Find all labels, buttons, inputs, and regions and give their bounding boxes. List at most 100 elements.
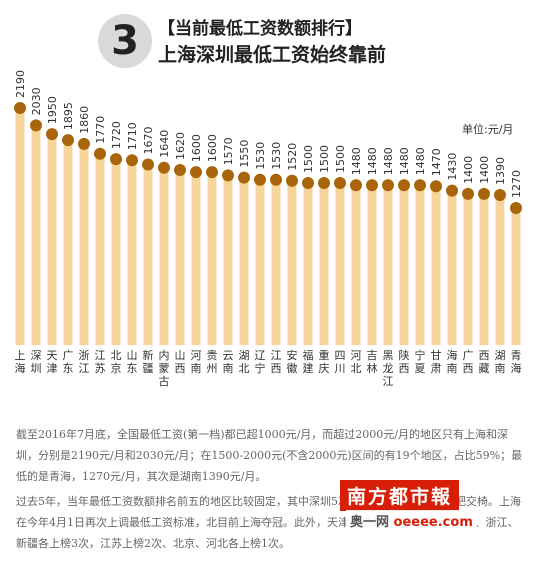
value-label-22: 1480 xyxy=(366,147,379,175)
bar-dot-5 xyxy=(94,147,106,160)
category-label-17: 安徽 xyxy=(287,348,298,375)
value-label-1: 2030 xyxy=(30,87,43,115)
category-label-30: 湖南 xyxy=(495,349,506,375)
bar-14 xyxy=(239,177,249,345)
category-label-7: 山东 xyxy=(127,349,138,375)
bar-dot-16 xyxy=(270,173,282,186)
category-label-6: 北京 xyxy=(111,349,122,375)
bar-dot-12 xyxy=(206,166,218,179)
value-label-12: 1600 xyxy=(206,134,219,162)
category-label-21: 河北 xyxy=(351,349,362,375)
lollipop-bar-chart: 2190 上海 2030 深圳 1950 天津 1895 广东 1860 浙江 1770 江苏 1720… xyxy=(14,70,523,388)
bar-17 xyxy=(287,180,297,345)
chart-subtitle: 【当前最低工资数额排行】 xyxy=(158,19,362,39)
bar-21 xyxy=(351,185,361,345)
value-label-9: 1640 xyxy=(158,130,171,158)
value-label-2: 1950 xyxy=(46,96,59,124)
bar-13 xyxy=(223,175,233,345)
category-label-23: 黑龙江 xyxy=(383,349,394,388)
value-label-26: 1470 xyxy=(430,148,443,176)
value-label-16: 1530 xyxy=(270,142,283,170)
bar-29 xyxy=(479,193,489,345)
bar-dot-23 xyxy=(382,179,394,192)
category-label-1: 深圳 xyxy=(31,349,42,375)
value-label-27: 1430 xyxy=(446,153,459,181)
value-label-8: 1670 xyxy=(142,127,155,155)
bar-8 xyxy=(143,164,153,345)
bar-dot-30 xyxy=(494,189,506,201)
bar-dot-22 xyxy=(366,179,378,192)
category-label-5: 江苏 xyxy=(95,349,106,375)
value-label-30: 1390 xyxy=(494,157,507,185)
category-label-24: 陕西 xyxy=(399,348,410,375)
category-label-4: 浙江 xyxy=(79,349,90,375)
bar-dot-0 xyxy=(14,102,26,114)
bar-7 xyxy=(127,160,137,345)
bar-dot-15 xyxy=(254,173,266,186)
chart-header: 3 【当前最低工资数额排行】 上海深圳最低工资始终靠前 xyxy=(0,0,540,70)
value-label-5: 1770 xyxy=(94,116,107,144)
bar-dot-3 xyxy=(62,134,74,147)
bar-dot-25 xyxy=(414,179,426,192)
category-label-3: 广东 xyxy=(63,349,74,375)
category-label-11: 河南 xyxy=(191,349,202,375)
category-label-9: 内蒙古 xyxy=(159,348,170,388)
bar-dot-10 xyxy=(174,164,186,176)
bar-dot-2 xyxy=(46,128,58,141)
category-label-26: 甘肃 xyxy=(431,349,442,375)
bar-1 xyxy=(31,125,41,346)
bar-20 xyxy=(335,183,345,345)
value-label-23: 1480 xyxy=(382,147,395,175)
value-label-4: 1860 xyxy=(78,106,91,134)
bar-dot-31 xyxy=(510,202,522,214)
watermark-domain: oeeee.com xyxy=(393,515,473,530)
section-number-badge: 3 xyxy=(98,14,152,68)
bar-dot-18 xyxy=(302,177,314,189)
value-label-3: 1895 xyxy=(62,102,75,130)
value-label-25: 1480 xyxy=(414,147,427,175)
bar-31 xyxy=(511,208,521,345)
value-label-15: 1530 xyxy=(254,142,267,170)
value-label-14: 1550 xyxy=(238,140,251,168)
bar-9 xyxy=(159,167,169,345)
value-label-21: 1480 xyxy=(350,147,363,175)
bar-19 xyxy=(319,183,329,345)
category-label-0: 上海 xyxy=(15,349,26,375)
category-label-29: 西藏 xyxy=(479,349,490,375)
bar-dot-21 xyxy=(350,179,362,192)
value-label-29: 1400 xyxy=(478,156,491,184)
category-label-13: 云南 xyxy=(223,349,234,375)
bar-26 xyxy=(431,186,441,345)
bar-2 xyxy=(47,134,57,345)
category-label-14: 湖北 xyxy=(239,349,250,375)
category-label-20: 四川 xyxy=(335,349,346,375)
category-label-18: 福建 xyxy=(303,348,314,375)
bar-22 xyxy=(367,185,377,345)
value-label-19: 1500 xyxy=(318,145,331,173)
bar-23 xyxy=(383,185,393,345)
category-label-16: 江西 xyxy=(271,349,282,375)
bar-dot-26 xyxy=(430,180,442,193)
bar-3 xyxy=(63,140,73,345)
bar-dot-17 xyxy=(286,174,298,187)
category-label-12: 贵州 xyxy=(207,349,218,375)
value-label-7: 1710 xyxy=(126,122,139,150)
bar-15 xyxy=(255,179,265,345)
category-label-19: 重庆 xyxy=(319,348,330,375)
bar-27 xyxy=(447,190,457,345)
category-label-22: 吉林 xyxy=(367,349,378,375)
category-label-2: 天津 xyxy=(47,349,58,375)
value-label-28: 1400 xyxy=(462,156,475,184)
bar-dot-1 xyxy=(30,119,42,132)
category-label-27: 海南 xyxy=(447,348,458,375)
value-label-17: 1520 xyxy=(286,143,299,171)
bar-dot-9 xyxy=(158,161,170,174)
category-label-8: 新疆 xyxy=(143,348,154,375)
bar-dot-14 xyxy=(238,171,250,184)
value-label-18: 1500 xyxy=(302,145,315,173)
bar-dot-6 xyxy=(110,153,122,166)
bar-10 xyxy=(175,170,185,345)
bar-11 xyxy=(191,172,201,345)
bar-28 xyxy=(463,193,473,345)
bar-dot-20 xyxy=(334,177,346,189)
